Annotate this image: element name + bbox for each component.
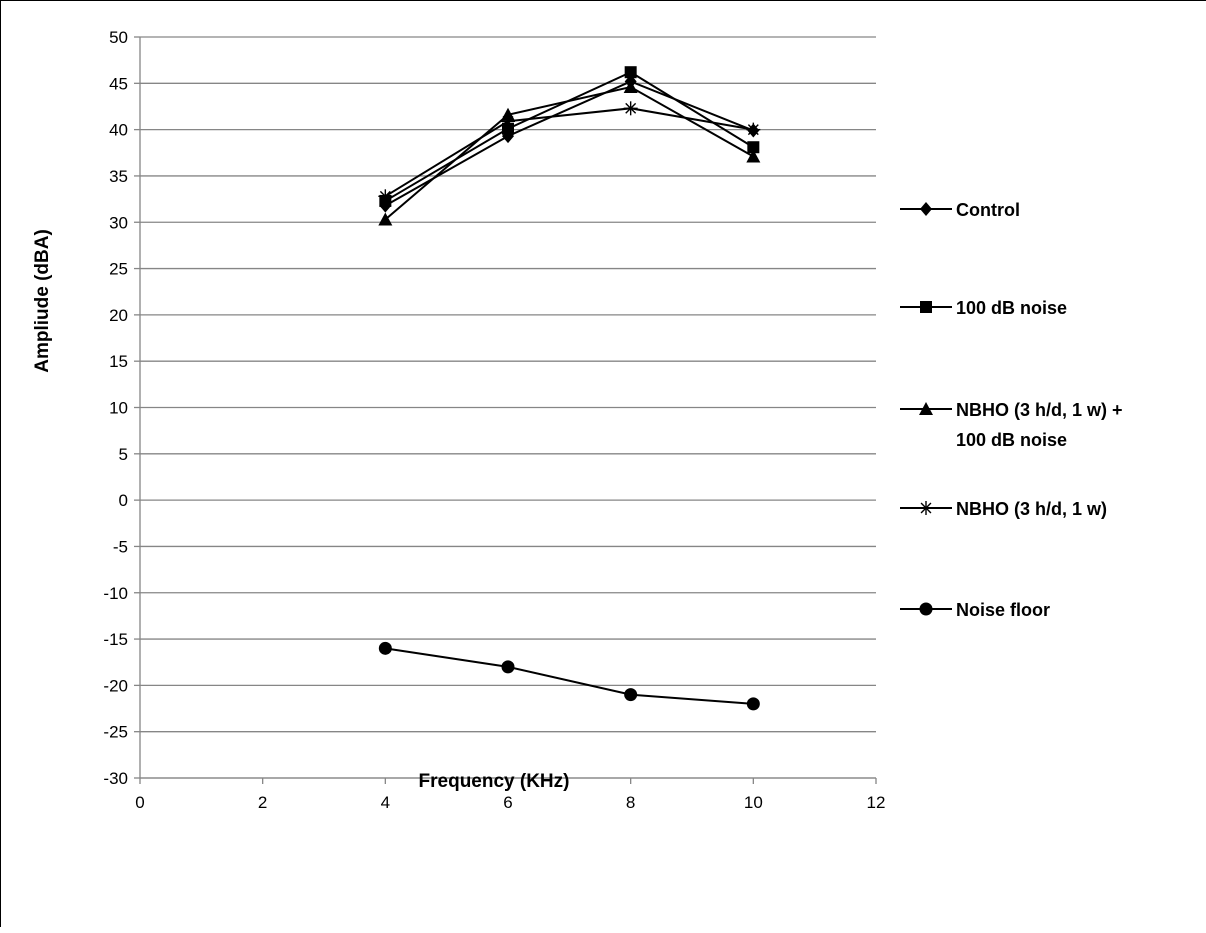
data-point	[623, 80, 638, 94]
y-tick-label: 30	[109, 213, 128, 232]
x-tick-label: 6	[503, 793, 512, 812]
legend: Control 100 dB noise NBHO (3 h/d, 1 w) + 10…	[900, 200, 1123, 620]
series-line	[384, 80, 754, 207]
series-nbho-3-h-d-1-w-100-db-noise	[378, 80, 761, 226]
legend-label: NBHO (3 h/d, 1 w) +	[956, 400, 1123, 420]
legend-swatch-marker	[919, 402, 933, 415]
y-tick-label: 40	[109, 121, 128, 140]
legend-label: 100 dB noise	[956, 430, 1067, 450]
y-tick-label: -25	[103, 723, 128, 742]
series-group	[378, 66, 761, 711]
legend-label: 100 dB noise	[956, 298, 1067, 318]
x-tick-label: 8	[626, 793, 635, 812]
data-point	[378, 212, 393, 226]
data-point	[502, 122, 514, 135]
data-point	[624, 66, 637, 79]
axes	[134, 36, 877, 784]
y-tick-label: 25	[109, 260, 128, 279]
data-point	[378, 189, 393, 204]
x-tick-label: 4	[381, 793, 390, 812]
y-axis-title: Ampliude (dBA)	[32, 229, 53, 373]
legend-label: Control	[956, 200, 1020, 220]
y-tick-labels: -30 -25 -20 -15 -10 -5 0 5 10 15 20 25 30 35 40 45 50	[103, 28, 128, 788]
y-tick-label: 15	[109, 352, 128, 371]
series-nbho-3-h-d-1-w	[378, 101, 761, 204]
legend-label: Noise floor	[956, 600, 1050, 620]
y-tick-label: 20	[109, 306, 128, 325]
x-axis-title: Frequency (KHz)	[419, 771, 570, 792]
series-line	[385, 647, 754, 705]
y-tick-label: -30	[103, 769, 128, 788]
x-tick-label: 2	[258, 793, 267, 812]
legend-swatch-marker	[920, 202, 932, 216]
x-tick-label: 10	[744, 793, 763, 812]
y-tick-label: -5	[113, 537, 128, 556]
y-tick-label: 5	[119, 445, 128, 464]
series-100-db-noise	[379, 66, 760, 207]
gridlines	[140, 36, 876, 779]
x-tick-label: 0	[135, 793, 144, 812]
series-noise-floor	[378, 641, 760, 711]
legend-item: Noise floor	[900, 600, 1050, 620]
y-tick-label: 50	[109, 28, 128, 47]
legend-swatch-marker	[919, 501, 933, 515]
data-point	[501, 660, 515, 674]
series-line	[384, 71, 754, 202]
series-line	[384, 107, 754, 198]
data-point	[378, 641, 392, 655]
data-point	[623, 101, 638, 116]
series-line	[384, 85, 754, 221]
x-tick-label: 12	[867, 793, 886, 812]
legend-swatch-marker	[920, 301, 932, 313]
y-tick-label: 35	[109, 167, 128, 186]
x-tick-labels: 0 2 4 6 8 10 12	[135, 793, 885, 812]
y-tick-label: -20	[103, 676, 128, 695]
legend-swatch-marker	[919, 602, 933, 616]
data-point	[747, 141, 760, 154]
y-tick-label: 10	[109, 399, 128, 418]
legend-item: NBHO (3 h/d, 1 w)	[900, 499, 1107, 519]
data-point	[746, 149, 761, 163]
data-point	[746, 122, 761, 137]
y-tick-label: 45	[109, 74, 128, 93]
y-tick-label: -15	[103, 630, 128, 649]
legend-item: NBHO (3 h/d, 1 w) + 100 dB noise	[900, 400, 1123, 450]
legend-item: Control	[900, 200, 1020, 220]
y-tick-label: 0	[119, 491, 128, 510]
data-point	[746, 697, 760, 711]
legend-item: 100 dB noise	[900, 298, 1067, 318]
legend-label: NBHO (3 h/d, 1 w)	[956, 499, 1107, 519]
y-tick-label: -10	[103, 584, 128, 603]
data-point	[624, 688, 638, 702]
data-point	[501, 114, 515, 129]
series-control	[379, 74, 760, 213]
